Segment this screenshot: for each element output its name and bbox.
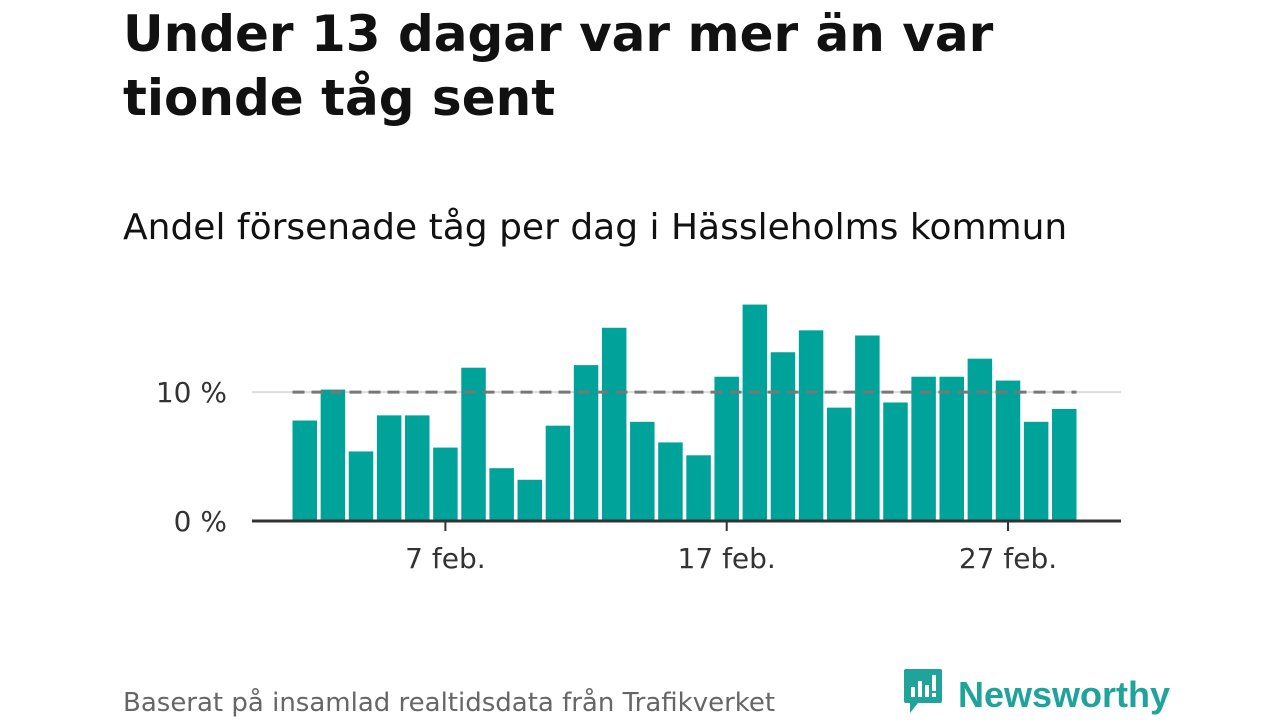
- bar-26feb: [967, 358, 993, 521]
- bar-14feb: [630, 421, 655, 521]
- bar-21feb: [826, 407, 852, 521]
- y-tick-label: 10 %: [156, 376, 227, 409]
- bar-11feb: [545, 425, 571, 521]
- x-tick-label: 17 feb.: [678, 542, 776, 575]
- bar-2feb: [292, 420, 317, 521]
- bar-9feb: [489, 468, 514, 521]
- source-note: Baserat på insamlad realtidsdata från Tr…: [123, 688, 776, 718]
- bar-3feb: [320, 389, 346, 521]
- y-tick-label: 0 %: [174, 505, 227, 538]
- tick-labels-layer: 0 % 10 % 7 feb. 17 feb. 27 feb.: [156, 376, 1057, 575]
- bar-chart: 0 % 10 % 7 feb. 17 feb. 27 feb.: [156, 304, 1121, 575]
- chart-title: Under 13 dagar var mer än var tionde tåg…: [123, 5, 994, 127]
- bar-13feb: [601, 327, 627, 521]
- bar-24feb: [911, 376, 936, 521]
- bar-25feb: [939, 376, 964, 521]
- bar-29feb: [1052, 408, 1077, 521]
- bar-7feb: [433, 447, 458, 521]
- x-tick-label: 27 feb.: [959, 542, 1057, 575]
- chart-subtitle: Andel försenade tåg per dag i Hässleholm…: [123, 207, 1068, 248]
- bar-15feb: [658, 442, 683, 521]
- bar-12feb: [573, 365, 599, 521]
- bar-28feb: [1023, 421, 1049, 521]
- axis-layer: [252, 519, 1121, 531]
- x-tick-label: 7 feb.: [405, 542, 485, 575]
- bar-22feb: [855, 335, 880, 521]
- bar-17feb: [714, 376, 739, 521]
- bars-layer: [292, 304, 1077, 521]
- brand-name: Newsworthy: [958, 674, 1171, 715]
- brand-logo[interactable]: Newsworthy: [902, 669, 1170, 721]
- bar-19feb: [770, 352, 796, 521]
- bar-5feb: [376, 415, 402, 521]
- bar-18feb: [742, 304, 768, 521]
- bar-4feb: [348, 451, 374, 521]
- newsworthy-logo-icon: [902, 667, 944, 723]
- bar-16feb: [686, 455, 711, 521]
- bar-6feb: [405, 415, 430, 521]
- bar-20feb: [798, 330, 824, 521]
- bar-27feb: [995, 380, 1021, 521]
- bar-23feb: [883, 402, 908, 521]
- bar-10feb: [517, 479, 543, 521]
